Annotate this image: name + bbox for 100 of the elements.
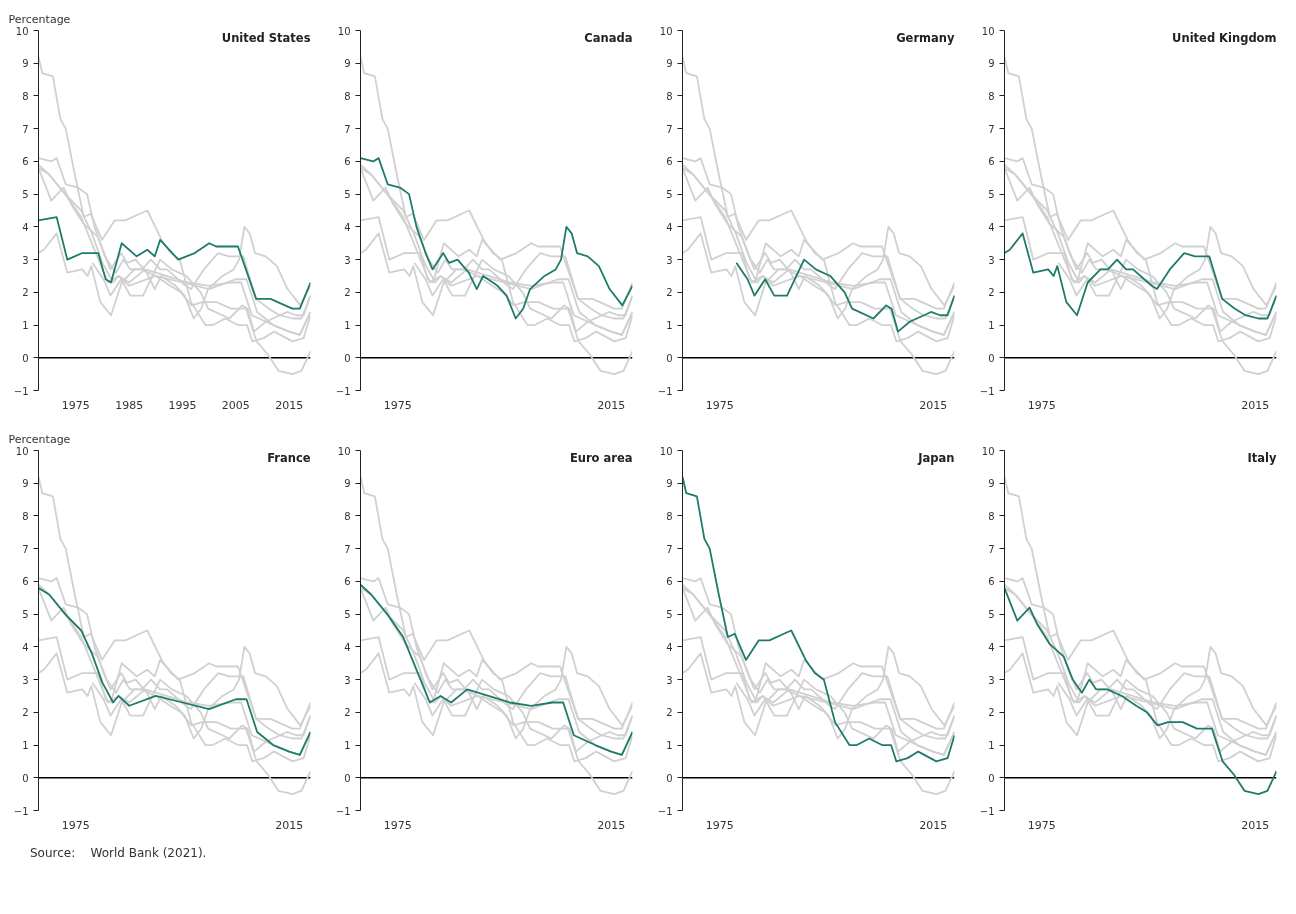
y-tick-label: 3 <box>988 674 995 686</box>
y-tick-label: 7 <box>666 543 673 555</box>
y-tick-label: 1 <box>666 320 673 332</box>
y-tick-label: 8 <box>344 90 351 102</box>
y-tick-label: 8 <box>666 510 673 522</box>
y-tick-label: 9 <box>988 478 995 490</box>
y-tick-label: 2 <box>344 707 351 719</box>
y-tick-label: 0 <box>22 772 29 784</box>
chart-title: Euro area <box>569 450 633 465</box>
y-tick-label: 8 <box>22 510 29 522</box>
y-tick-label: 1 <box>22 740 29 752</box>
x-tick-label: 1975 <box>1027 818 1056 832</box>
y-tick-label: 5 <box>344 609 351 621</box>
x-tick-label: 1975 <box>705 398 734 412</box>
y-tick-label: 9 <box>22 478 29 490</box>
x-tick-label: 1995 <box>168 398 197 412</box>
x-tick-label: 2015 <box>919 398 948 412</box>
y-tick-label: 10 <box>15 445 29 457</box>
y-tick-label: 1 <box>666 740 673 752</box>
y-tick-label: 0 <box>22 352 29 364</box>
y-tick-label: 7 <box>344 543 351 555</box>
y-tick-label: 2 <box>988 287 995 299</box>
y-tick-label: 2 <box>22 287 29 299</box>
x-tick-label: 2015 <box>597 818 626 832</box>
y-tick-label: 3 <box>988 254 995 266</box>
y-tick-label: −1 <box>979 805 995 817</box>
y-tick-label: 6 <box>666 156 673 168</box>
y-tick-label: 1 <box>344 320 351 332</box>
y-tick-label: 7 <box>988 123 995 135</box>
y-tick-label: 8 <box>344 510 351 522</box>
y-tick-label: 8 <box>988 510 995 522</box>
y-tick-label: 2 <box>22 707 29 719</box>
y-tick-label: 4 <box>344 221 351 233</box>
chart-title: Canada <box>584 30 633 45</box>
x-tick-label: 2015 <box>1241 818 1270 832</box>
y-tick-label: 3 <box>344 674 351 686</box>
y-tick-label: 5 <box>344 189 351 201</box>
y-tick-label: 10 <box>981 445 995 457</box>
x-tick-label: 1975 <box>705 818 734 832</box>
chart-title: Japan <box>917 450 955 465</box>
y-tick-label: 10 <box>15 25 29 37</box>
y-tick-label: 8 <box>666 90 673 102</box>
y-tick-label: 7 <box>344 123 351 135</box>
x-tick-label: 2015 <box>275 818 304 832</box>
y-tick-label: 9 <box>344 58 351 70</box>
y-tick-label: 8 <box>22 90 29 102</box>
y-tick-label: 0 <box>344 352 351 364</box>
x-tick-label: 1975 <box>383 818 412 832</box>
y-tick-label: 5 <box>22 189 29 201</box>
x-tick-label: 1975 <box>383 398 412 412</box>
y-tick-label: −1 <box>657 385 673 397</box>
y-tick-label: 0 <box>666 352 673 364</box>
chart-title: France <box>267 450 311 465</box>
y-tick-label: 6 <box>988 156 995 168</box>
chart-title: United States <box>221 30 311 45</box>
y-tick-label: 5 <box>988 189 995 201</box>
x-tick-label: 2015 <box>1241 398 1270 412</box>
y-tick-label: 6 <box>988 576 995 588</box>
y-tick-label: 3 <box>666 254 673 266</box>
y-tick-label: 5 <box>22 609 29 621</box>
x-tick-label: 1985 <box>115 398 144 412</box>
y-tick-label: 7 <box>22 123 29 135</box>
y-tick-label: 9 <box>344 478 351 490</box>
y-tick-label: 1 <box>22 320 29 332</box>
x-tick-label: 2015 <box>597 398 626 412</box>
x-tick-label: 1975 <box>61 398 90 412</box>
y-tick-label: 1 <box>988 320 995 332</box>
y-tick-label: 7 <box>666 123 673 135</box>
x-tick-label: 1975 <box>61 818 90 832</box>
y-tick-label: 3 <box>344 254 351 266</box>
y-tick-label: 4 <box>22 221 29 233</box>
y-tick-label: 3 <box>22 674 29 686</box>
x-tick-label: 2015 <box>275 398 304 412</box>
y-tick-label: 10 <box>981 25 995 37</box>
y-tick-label: 4 <box>22 641 29 653</box>
y-tick-label: 8 <box>988 90 995 102</box>
y-tick-label: 2 <box>988 707 995 719</box>
y-tick-label: 6 <box>344 156 351 168</box>
source-note: Source: World Bank (2021). <box>30 845 207 862</box>
y-tick-label: 10 <box>659 25 673 37</box>
y-tick-label: −1 <box>13 805 29 817</box>
chart-title: Germany <box>896 30 955 45</box>
y-tick-label: −1 <box>979 385 995 397</box>
x-tick-label: 2015 <box>919 818 948 832</box>
y-tick-label: 3 <box>666 674 673 686</box>
y-tick-label: 10 <box>337 25 351 37</box>
y-tick-label: 2 <box>344 287 351 299</box>
y-tick-label: 4 <box>988 641 995 653</box>
y-tick-label: 4 <box>988 221 995 233</box>
y-tick-label: 0 <box>344 772 351 784</box>
y-tick-label: 4 <box>666 221 673 233</box>
y-tick-label: 9 <box>988 58 995 70</box>
y-tick-label: 6 <box>22 156 29 168</box>
y-tick-label: 2 <box>666 707 673 719</box>
y-tick-label: 5 <box>988 609 995 621</box>
y-axis-title: Percentage <box>8 432 71 446</box>
y-tick-label: 5 <box>666 189 673 201</box>
x-tick-label: 2005 <box>221 398 250 412</box>
y-tick-label: 0 <box>666 772 673 784</box>
y-tick-label: −1 <box>335 805 351 817</box>
